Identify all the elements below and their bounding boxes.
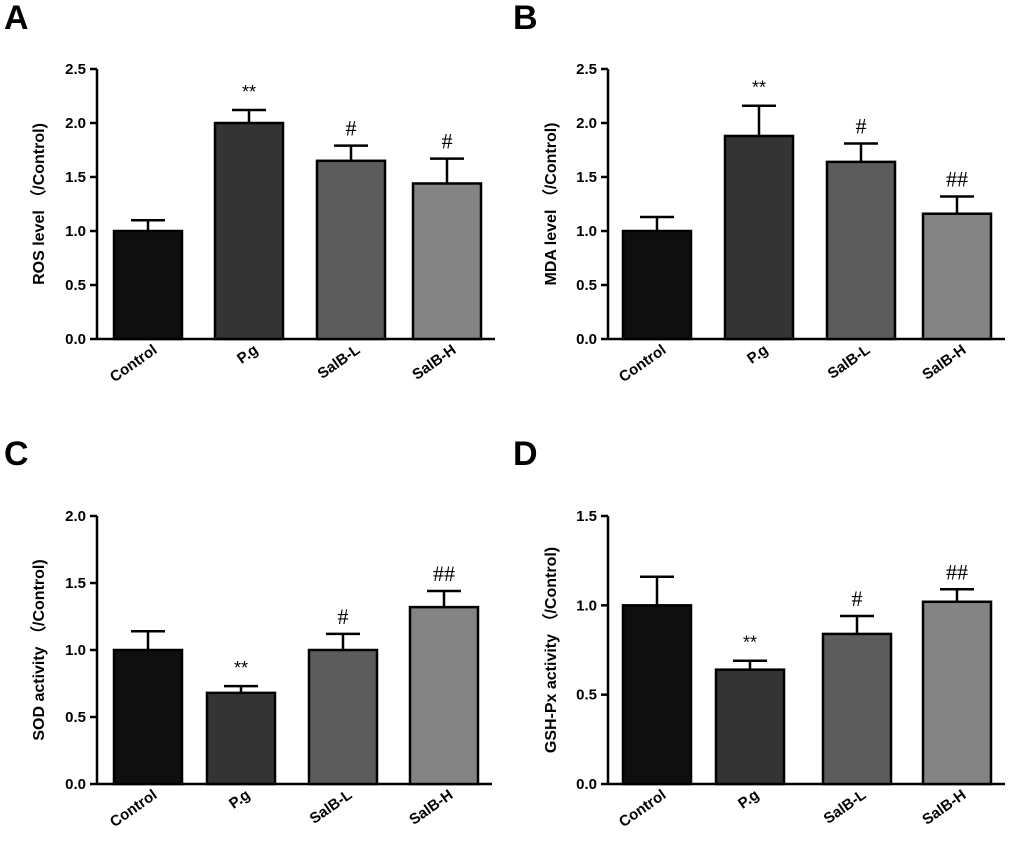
bar-p-g — [714, 668, 786, 786]
bar-p-g — [205, 691, 277, 786]
panel-letter: A — [4, 0, 29, 37]
bar-p-g — [723, 134, 795, 341]
y-tick-label: 1.5 — [576, 508, 597, 525]
significance-label: ## — [433, 561, 455, 586]
chart-panel-a: A 0.0 0.5 1.0 1.5 2.0 2.5 ROS level （/Control) C… — [4, 0, 495, 386]
x-tick-label: SalB-H — [919, 341, 969, 383]
significance-label: # — [856, 114, 867, 139]
bar-salb-l — [821, 632, 893, 786]
y-tick-label: 0.5 — [65, 709, 86, 726]
chart-panel-c: C 0.0 0.5 1.0 1.5 2.0 SOD activity （/Control) C… — [4, 435, 492, 831]
bar-salb-l — [307, 648, 379, 786]
x-tick-label: P.g — [735, 786, 762, 812]
chart-panel-d: D 0.0 0.5 1.0 1.5 GSH-Px activity （/Control) C… — [513, 435, 1005, 831]
x-tick-label: Control — [107, 786, 160, 831]
y-tick-label: 0.0 — [65, 331, 86, 348]
x-tick-label: SalB-L — [307, 786, 356, 827]
y-tick-label: 0.0 — [576, 331, 597, 348]
significance-label: ** — [752, 78, 766, 98]
x-tick-label: SalB-H — [406, 786, 456, 828]
y-axis-title: MDA level （/Control) — [542, 123, 560, 286]
y-tick-label: 1.0 — [576, 223, 597, 240]
x-tick-label: Control — [107, 341, 160, 386]
significance-label: ** — [743, 633, 757, 653]
y-axis-title: GSH-Px activity （/Control) — [542, 547, 560, 753]
x-tick-label: P.g — [744, 341, 771, 367]
y-axis-title: SOD activity （/Control) — [30, 559, 48, 740]
bar-control — [621, 229, 693, 341]
bar-salb-h — [408, 605, 480, 786]
bar-salb-h — [921, 600, 993, 786]
bar-control — [112, 648, 184, 786]
y-tick-label: 0.5 — [576, 687, 597, 704]
significance-label: ## — [946, 166, 968, 191]
y-tick-label: 2.5 — [576, 61, 597, 78]
y-tick-label: 0.5 — [65, 277, 86, 294]
significance-label: # — [442, 129, 453, 154]
bar-salb-h — [921, 212, 993, 341]
significance-label: ## — [946, 559, 968, 584]
x-tick-label: Control — [616, 786, 669, 831]
x-tick-label: SalB-H — [409, 341, 459, 383]
y-tick-label: 2.0 — [65, 115, 86, 132]
y-tick-label: 1.5 — [65, 575, 86, 592]
y-tick-label: 2.0 — [576, 115, 597, 132]
y-axis-title: ROS level （/Control) — [30, 123, 48, 285]
x-tick-label: P.g — [226, 786, 253, 812]
bar-salb-h — [411, 182, 483, 341]
x-tick-label: Control — [616, 341, 669, 386]
bar-salb-l — [825, 160, 897, 341]
x-tick-label: SalB-L — [825, 341, 874, 382]
significance-label: # — [852, 586, 863, 611]
x-tick-label: P.g — [234, 341, 261, 367]
y-tick-label: 1.0 — [576, 597, 597, 614]
x-tick-label: SalB-H — [919, 786, 969, 828]
y-tick-label: 2.5 — [65, 61, 86, 78]
chart-panel-b: B 0.0 0.5 1.0 1.5 2.0 2.5 MDA level （/Control) C… — [513, 0, 1005, 386]
y-tick-label: 1.5 — [576, 169, 597, 186]
y-tick-label: 2.0 — [65, 508, 86, 525]
panel-letter: C — [4, 435, 29, 473]
y-tick-label: 1.0 — [65, 642, 86, 659]
y-tick-label: 1.5 — [65, 169, 86, 186]
significance-label: # — [346, 116, 357, 141]
bar-salb-l — [315, 159, 387, 341]
y-tick-label: 0.5 — [576, 277, 597, 294]
significance-label: ** — [242, 82, 256, 102]
x-tick-label: SalB-L — [315, 341, 364, 382]
panel-letter: D — [513, 435, 538, 473]
bar-control — [621, 604, 693, 786]
y-tick-label: 1.0 — [65, 223, 86, 240]
x-tick-label: SalB-L — [821, 786, 870, 827]
bar-control — [112, 229, 184, 341]
bar-p-g — [213, 121, 285, 341]
significance-label: # — [338, 604, 349, 629]
panel-letter: B — [513, 0, 538, 37]
y-tick-label: 0.0 — [65, 776, 86, 793]
significance-label: ** — [234, 658, 248, 678]
y-tick-label: 0.0 — [576, 776, 597, 793]
